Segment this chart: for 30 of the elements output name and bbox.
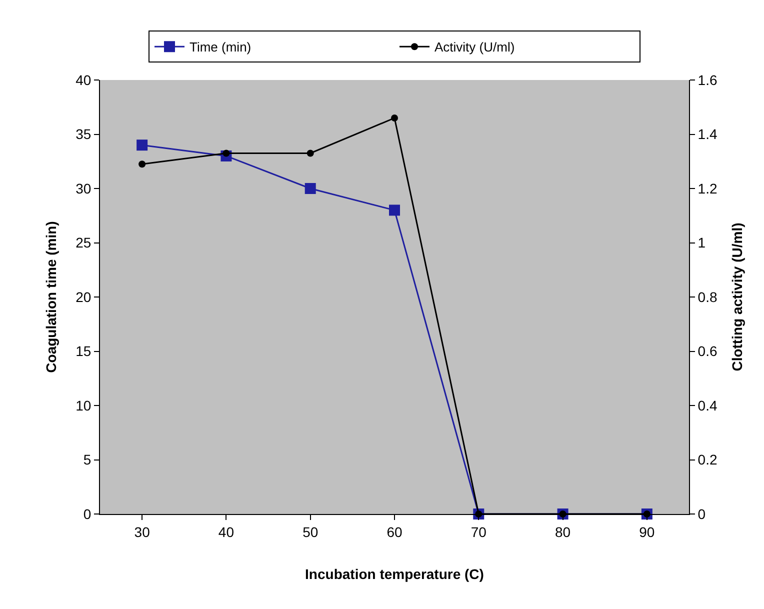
y2-axis-title: Clotting activity (U/ml) — [728, 222, 745, 372]
y2-tick-label: 0 — [698, 506, 706, 522]
y2-tick-label: 1.2 — [698, 180, 718, 196]
y2-tick-label: 0.8 — [698, 288, 718, 305]
y2-tick-label: 1.4 — [698, 126, 718, 142]
y2-tick-label: 1.6 — [698, 72, 718, 88]
y-tick-label: 15 — [76, 343, 92, 360]
y-tick-label: 10 — [76, 397, 92, 414]
legend-label: Activity (U/ml) — [434, 40, 515, 55]
x-tick-label: 30 — [134, 524, 150, 540]
y2-tick-label: 0.4 — [698, 397, 718, 414]
y2-tick-label: 0.6 — [698, 343, 718, 360]
y-tick-label: 40 — [76, 72, 92, 88]
legend-label: Time (min) — [190, 40, 252, 55]
x-tick-label: 50 — [302, 524, 318, 540]
y-tick-label: 25 — [76, 234, 92, 251]
y2-tick-label: 0.2 — [698, 452, 718, 468]
x-tick-label: 90 — [639, 524, 655, 540]
y-tick-label: 5 — [83, 452, 92, 468]
x-axis-title: Incubation temperature (C) — [305, 566, 484, 582]
x-tick-label: 70 — [470, 524, 487, 540]
y2-tick-label: 1 — [698, 234, 706, 251]
y-tick-label: 35 — [76, 126, 92, 142]
y-axis-title: Coagulation time (min) — [43, 221, 60, 373]
x-tick-label: 80 — [555, 524, 571, 540]
y-tick-label: 0 — [83, 506, 92, 522]
x-tick-label: 40 — [218, 524, 234, 540]
y-tick-label: 30 — [76, 180, 92, 196]
x-tick-label: 60 — [386, 524, 402, 540]
y-tick-label: 20 — [76, 288, 92, 305]
